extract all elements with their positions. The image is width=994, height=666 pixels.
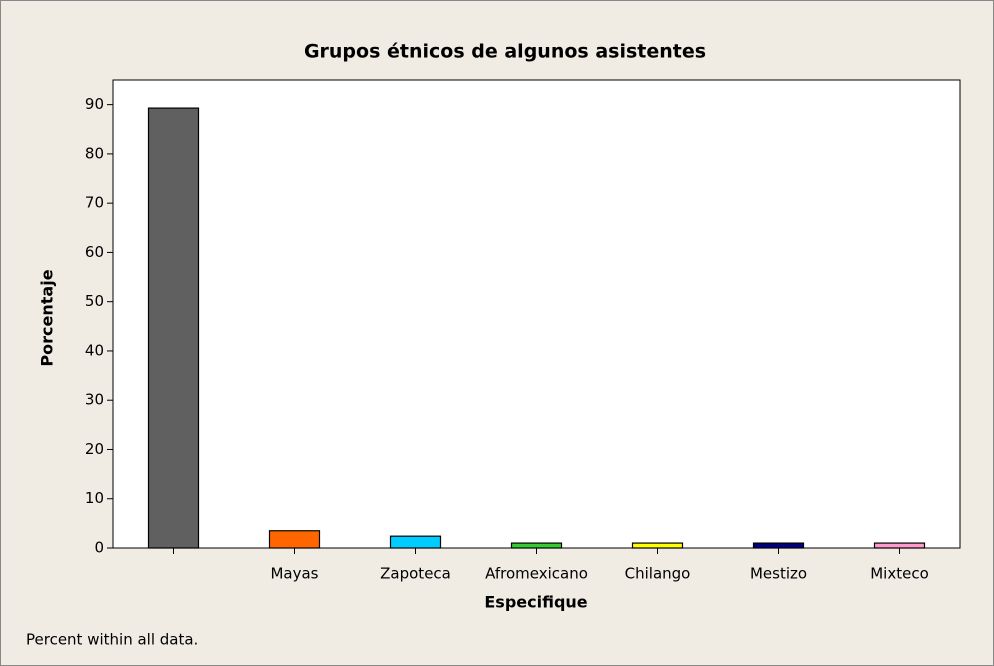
x-tick-label: Mixteco <box>870 565 929 583</box>
y-tick-label: 10 <box>85 489 104 507</box>
y-tick-label: 50 <box>85 292 104 310</box>
bar <box>873 542 926 549</box>
y-tick-label: 60 <box>85 243 104 261</box>
y-tick-label: 70 <box>85 194 104 212</box>
x-axis-label: Especifique <box>484 593 587 612</box>
x-tick-label: Mayas <box>270 565 318 583</box>
y-tick-label: 0 <box>94 539 104 557</box>
bar <box>631 542 684 549</box>
chart-title: Grupos étnicos de algunos asistentes <box>304 41 706 63</box>
bar <box>147 107 200 549</box>
plot-area <box>112 79 961 549</box>
y-tick-label: 80 <box>85 144 104 162</box>
x-tick-label: Chilango <box>625 565 691 583</box>
footnote: Percent within all data. <box>26 631 198 649</box>
bar <box>752 542 805 549</box>
x-tick-label: Afromexicano <box>485 565 588 583</box>
bar <box>389 535 442 549</box>
y-tick-label: 20 <box>85 440 104 458</box>
bar <box>268 530 321 549</box>
y-axis-label: Porcentaje <box>38 269 57 366</box>
y-tick-label: 90 <box>85 95 104 113</box>
x-tick-label: Mestizo <box>750 565 807 583</box>
y-tick-label: 30 <box>85 391 104 409</box>
x-tick-label: Zapoteca <box>380 565 451 583</box>
bar <box>510 542 563 549</box>
y-tick-label: 40 <box>85 341 104 359</box>
